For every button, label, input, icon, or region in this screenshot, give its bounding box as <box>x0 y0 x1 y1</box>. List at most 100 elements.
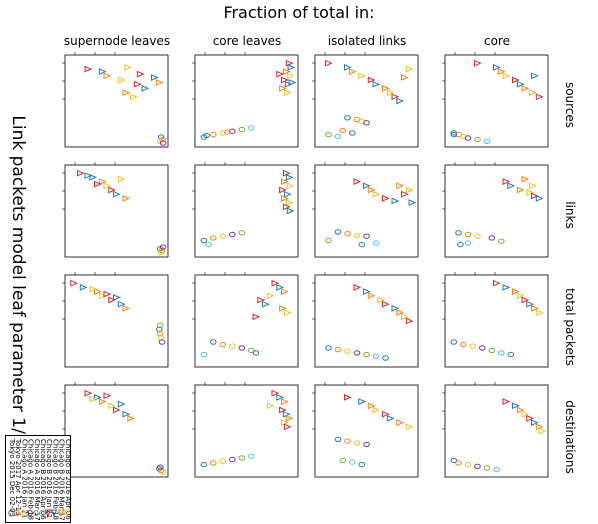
data-point-circle <box>248 125 255 131</box>
data-point-triangle <box>113 294 121 301</box>
legend-label: Chicago A 2016 Jan 21 <box>20 439 29 519</box>
column-header-core-leaves: core leaves <box>212 34 282 48</box>
data-point-triangle <box>98 178 107 185</box>
data-point-triangle <box>529 89 537 96</box>
data-point-triangle <box>284 80 293 88</box>
panel-links-supernode-leaves <box>62 162 169 258</box>
legend-item: Chicago B 2016 Feb 18 <box>50 436 59 522</box>
panel-total-packets-supernode-leaves <box>62 272 169 368</box>
data-point-circle <box>219 233 227 239</box>
legend-label: Tokyo 2015 Dec 02-03 <box>8 439 16 517</box>
data-point-triangle <box>516 292 525 300</box>
panel-sources-core <box>442 52 549 148</box>
panel-destinations-isolated-links <box>312 382 419 478</box>
data-point-triangle <box>98 68 107 75</box>
data-point-triangle <box>405 423 414 431</box>
data-point-triangle <box>103 290 112 298</box>
data-point-triangle <box>271 389 280 397</box>
data-point-triangle <box>122 410 131 418</box>
panel-frame <box>194 384 299 478</box>
data-point-triangle <box>405 317 414 325</box>
data-point-triangle <box>127 415 136 422</box>
data-point-triangle <box>363 182 371 190</box>
data-point-circle <box>353 350 361 356</box>
data-point-circle <box>325 237 332 244</box>
legend-item: Chicago A 2016 Jan 21 <box>19 436 28 522</box>
legend-item: Chicago A 2016 Feb 18 <box>26 436 35 522</box>
data-point-triangle <box>283 190 292 198</box>
data-point-circle <box>363 120 370 126</box>
data-point-triangle <box>70 279 79 287</box>
data-point-circle <box>238 345 246 351</box>
data-point-triangle <box>516 80 525 88</box>
data-point-triangle <box>474 59 482 67</box>
data-point-circle <box>460 341 467 348</box>
data-point-triangle <box>526 415 535 422</box>
data-point-triangle <box>391 93 400 101</box>
data-point-circle <box>450 339 458 345</box>
data-point-circle <box>229 128 236 134</box>
data-point-triangle <box>84 65 93 73</box>
data-point-circle <box>493 466 500 473</box>
data-point-circle <box>248 347 255 354</box>
data-point-triangle <box>266 292 275 300</box>
data-point-circle <box>334 346 342 353</box>
legend-label: Chicago B 2016 Mar 17 <box>57 439 66 521</box>
data-point-circle <box>349 459 356 465</box>
panel-sources-isolated-links <box>312 52 419 148</box>
panel-frame <box>64 54 169 148</box>
data-point-triangle <box>531 305 539 312</box>
data-point-triangle <box>535 195 544 202</box>
data-point-triangle <box>279 85 287 92</box>
data-point-circle <box>325 345 332 351</box>
data-point-triangle <box>279 186 287 194</box>
data-point-triangle <box>276 284 285 291</box>
data-point-triangle <box>281 195 289 202</box>
data-point-circle <box>205 241 212 248</box>
data-point-triangle <box>493 64 501 71</box>
data-point-triangle <box>396 309 405 316</box>
data-point-circle <box>229 456 236 463</box>
data-point-circle <box>479 345 486 351</box>
data-point-triangle <box>103 392 112 400</box>
data-point-triangle <box>391 197 400 205</box>
data-point-triangle <box>285 415 294 422</box>
legend: Tokyo 2015 Dec 02-03 Tokyo 2017 Apr 12-13… <box>5 435 71 523</box>
legend-circle-icon <box>39 509 45 517</box>
data-point-triangle <box>133 80 142 88</box>
data-point-triangle <box>117 76 126 84</box>
data-point-circle <box>455 460 462 466</box>
legend-label: Chicago B 2016 Apr 06 <box>39 439 47 520</box>
data-point-triangle <box>286 207 295 215</box>
data-point-circle <box>474 136 481 143</box>
data-point-triangle <box>497 68 506 75</box>
data-point-circle <box>156 464 164 470</box>
panel-frame <box>194 164 299 258</box>
data-point-triangle <box>367 402 376 410</box>
data-point-triangle <box>382 85 390 92</box>
data-point-triangle <box>516 186 525 194</box>
panel-links-core-leaves <box>192 162 299 258</box>
data-point-triangle <box>94 394 102 401</box>
data-point-triangle <box>279 406 287 414</box>
data-point-triangle <box>103 182 112 190</box>
data-point-circle <box>474 463 481 469</box>
data-point-triangle <box>257 296 266 304</box>
data-point-circle <box>457 241 464 248</box>
data-point-circle <box>200 237 208 244</box>
data-point-triangle <box>353 178 362 185</box>
data-point-triangle <box>124 64 133 71</box>
data-point-circle <box>363 233 370 239</box>
data-point-circle <box>219 341 227 348</box>
column-header-supernode-leaves: supernode leaves <box>63 34 171 48</box>
data-point-circle <box>238 126 246 133</box>
panel-frame <box>314 164 419 258</box>
data-point-triangle <box>285 174 294 181</box>
data-point-triangle <box>89 285 98 293</box>
data-point-circle <box>210 235 217 241</box>
data-point-circle <box>210 131 217 138</box>
data-point-circle <box>498 350 505 356</box>
data-point-circle <box>334 436 342 443</box>
